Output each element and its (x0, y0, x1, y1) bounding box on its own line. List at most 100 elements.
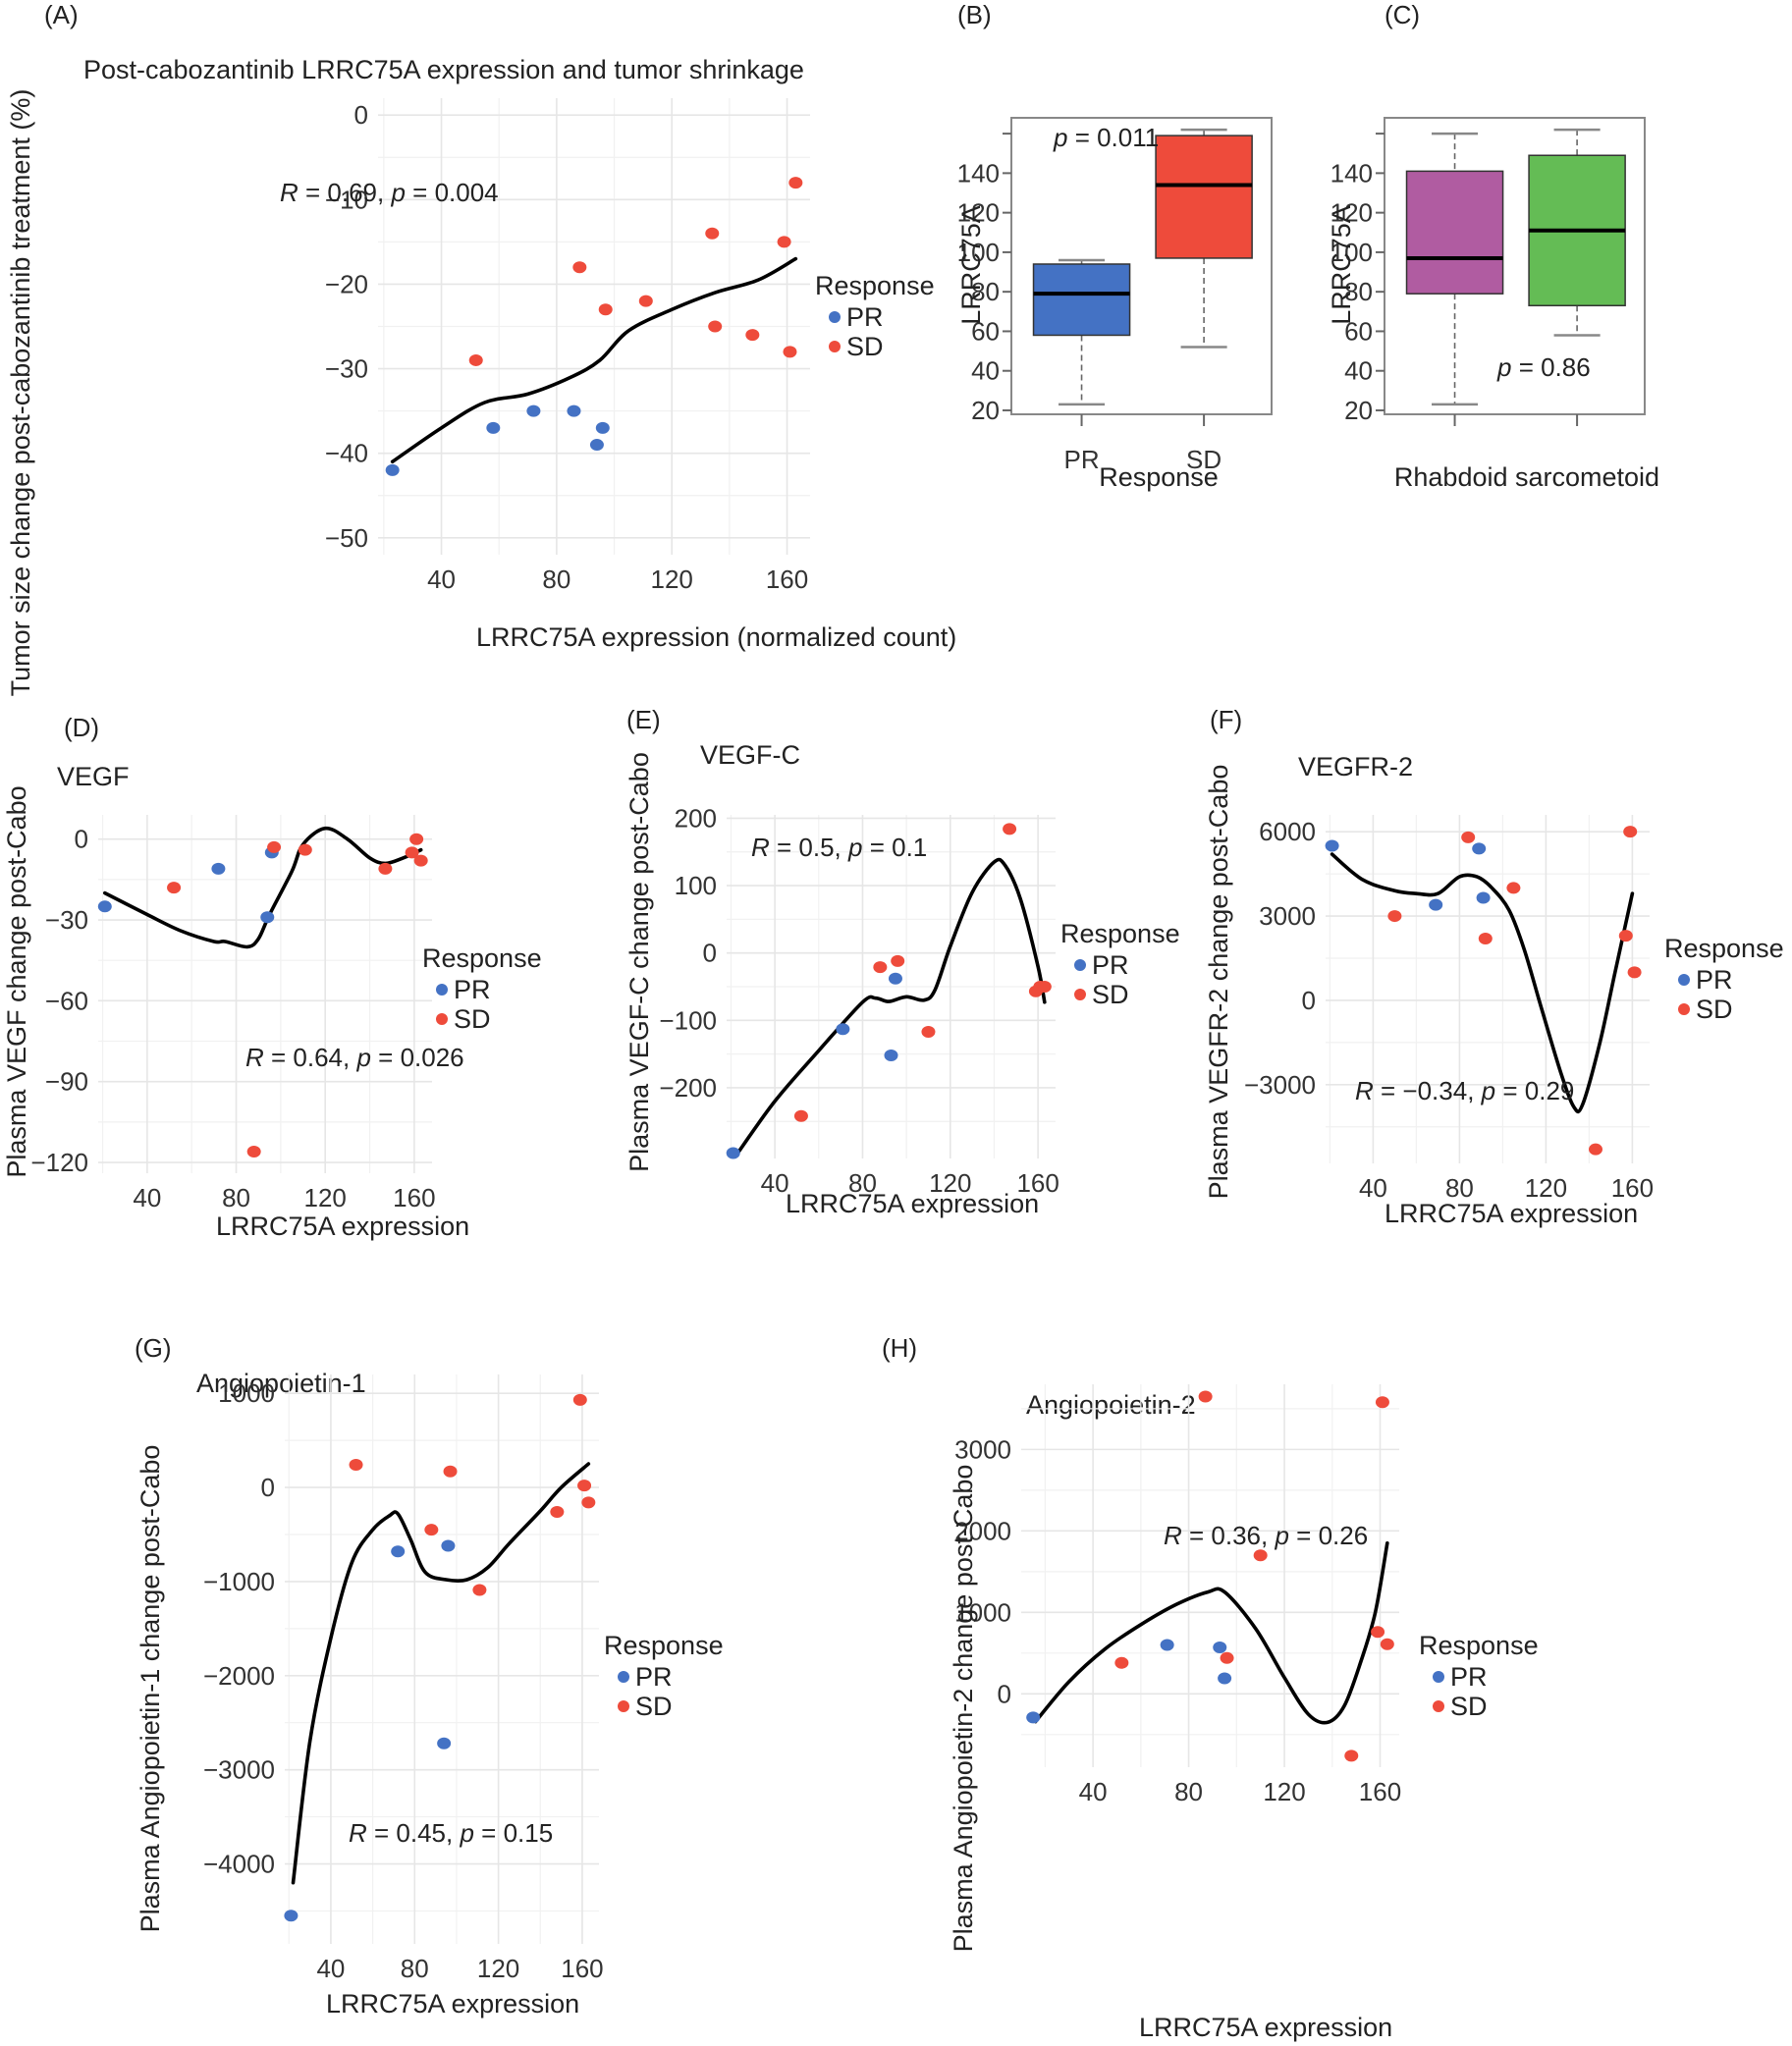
data-point-sd (1380, 1638, 1394, 1650)
legend-key-pr (436, 984, 448, 996)
data-point-sd (1387, 910, 1402, 923)
legend-title: Response (422, 943, 542, 973)
data-point-sd (349, 1459, 363, 1472)
x-tick-label: 120 (929, 1168, 971, 1198)
x-tick-label: 160 (1611, 1173, 1654, 1203)
panel-label: (C) (1385, 0, 1420, 29)
x-tick-label: 160 (561, 1954, 603, 1983)
data-point-pr (385, 463, 400, 476)
y-tick-label: 1000 (218, 1378, 275, 1408)
data-point-sd (788, 177, 803, 189)
stat-p-value: = 0.15 (474, 1818, 553, 1848)
legend-title: Response (1664, 934, 1784, 963)
stat-p-value: = 0.29 (1495, 1076, 1574, 1105)
stat-annotation: R = 0.69, p = 0.004 (280, 178, 499, 207)
data-point-sd (921, 1025, 936, 1038)
y-tick-label: 60 (971, 316, 1000, 346)
y-tick-label: 120 (1330, 198, 1373, 228)
data-point-sd (1344, 1750, 1359, 1762)
stat-p-value: = 0.86 (1511, 352, 1590, 382)
stat-p-value: = 0.1 (862, 833, 927, 862)
data-point-pr (726, 1147, 740, 1159)
y-tick-label: 100 (957, 238, 1000, 267)
smooth-trend-line (291, 1462, 591, 1885)
stat-p-symbol: p (847, 833, 862, 862)
x-tick-label: 160 (766, 565, 808, 594)
legend-key-pr (618, 1671, 629, 1683)
y-tick-label: 40 (971, 356, 1000, 386)
legend-key-sd (1678, 1003, 1690, 1015)
data-point-sd (1589, 1143, 1602, 1156)
data-point-sd (413, 854, 428, 867)
y-tick-label: −10 (325, 185, 368, 214)
data-point-pr (211, 862, 226, 875)
x-tick-label: SD (1186, 445, 1222, 474)
x-axis-label: LRRC75A expression (normalized count) (476, 622, 956, 652)
x-tick-label: 160 (1016, 1168, 1059, 1198)
panel-h: (H) Angiopoietin-2 40 80 120 160 3000 2000 1000 0… (882, 1333, 1539, 2042)
y-tick-label: 200 (675, 803, 717, 833)
chart-title: Angiopoietin-2 (1026, 1390, 1196, 1420)
legend-label-sd: SD (1450, 1692, 1488, 1721)
data-point-sd (1114, 1656, 1129, 1669)
x-axis-label: LRRC75A expression (216, 1211, 469, 1241)
data-point-pr (595, 421, 610, 434)
data-point-pr (1218, 1672, 1232, 1685)
data-point-sd (167, 882, 182, 894)
data-point-sd (1627, 966, 1642, 979)
y-tick-label: 2000 (954, 1516, 1011, 1545)
panel-a: (A)Post-cabozantinib LRRC75A expression … (6, 0, 956, 696)
x-tick-label: 40 (133, 1183, 161, 1212)
data-point-pr (1325, 839, 1339, 852)
legend-title: Response (1060, 919, 1180, 948)
x-tick-label: 120 (1525, 1173, 1567, 1203)
y-axis-label: Tumor size change post-cabozantinib trea… (6, 89, 35, 697)
data-point-sd (1220, 1651, 1234, 1664)
stat-p-symbol: p (459, 1818, 473, 1848)
smooth-trend-line (733, 857, 1047, 1158)
data-point-sd (1623, 826, 1638, 838)
stat-r-symbol: R (1164, 1521, 1182, 1550)
chart-title: VEGF (57, 762, 130, 791)
stat-r-symbol: R (349, 1818, 367, 1848)
chart-title: Post-cabozantinib LRRC75A expression and… (83, 55, 804, 84)
stat-p-symbol: p (1053, 123, 1067, 152)
stat-annotation: R = 0.64, p = 0.026 (245, 1043, 464, 1072)
data-point-sd (298, 843, 312, 856)
y-axis-label: Plasma Angiopoietin-2 change post-Cabo (949, 1465, 978, 1953)
y-axis-label: LRRC75A (956, 205, 986, 325)
legend-label-pr: PR (846, 302, 884, 332)
chart-title: VEGFR-2 (1298, 752, 1413, 781)
y-tick-label: −3000 (1244, 1070, 1316, 1100)
data-point-sd (1618, 930, 1633, 942)
panel-label: (D) (64, 713, 99, 742)
x-tick-label: 80 (542, 565, 570, 594)
smooth-trend-line (390, 256, 798, 464)
panel-f: (F) VEGFR-2 40 80 120 160 6000 3000 0 −3000 LRRC75… (1204, 705, 1784, 1228)
stat-p-value: = 0.004 (406, 178, 499, 207)
data-point-pr (1213, 1642, 1227, 1654)
y-tick-label: −1000 (203, 1567, 275, 1596)
data-point-pr (589, 439, 604, 452)
y-tick-label: −2000 (203, 1661, 275, 1691)
smooth-trend-line (103, 826, 423, 949)
data-point-sd (405, 846, 419, 859)
stat-p-symbol: p (355, 1043, 370, 1072)
stat-annotation: R = 0.45, p = 0.15 (349, 1818, 553, 1848)
box-rhabdoid (1405, 170, 1504, 295)
legend-label-pr: PR (454, 975, 491, 1004)
data-point-sd (1253, 1549, 1268, 1562)
y-tick-label: −50 (325, 523, 368, 553)
stat-p-value: = 0.26 (1289, 1521, 1368, 1550)
data-point-sd (708, 320, 723, 333)
data-point-pr (391, 1545, 406, 1558)
y-tick-label: 20 (1344, 396, 1373, 425)
x-tick-label: 120 (651, 565, 693, 594)
data-point-sd (1003, 823, 1017, 835)
data-point-sd (409, 833, 424, 845)
data-point-sd (581, 1496, 596, 1509)
legend-key-sd (829, 341, 841, 352)
data-point-pr (97, 900, 112, 913)
